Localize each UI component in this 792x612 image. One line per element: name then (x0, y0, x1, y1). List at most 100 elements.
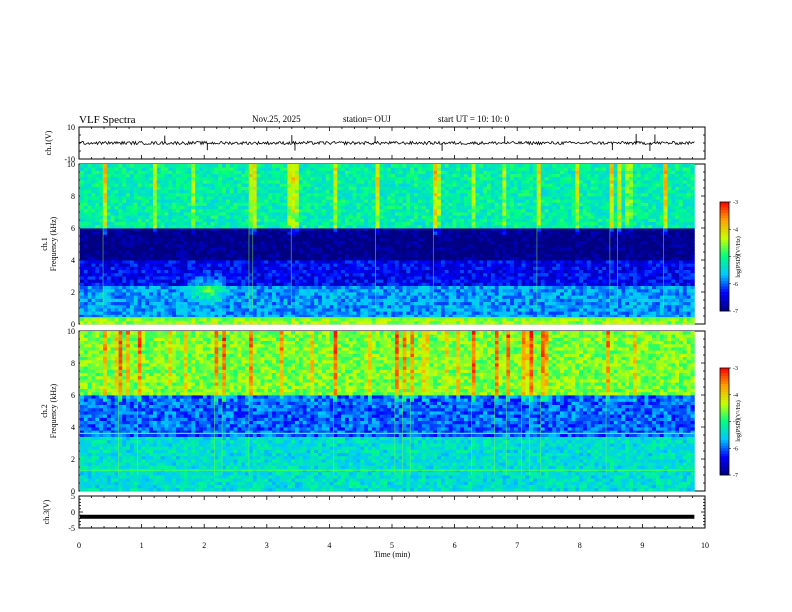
spectrogram-cell (268, 276, 273, 280)
spectrogram-cell (571, 234, 576, 238)
spectrogram-cell (271, 240, 277, 245)
spectrogram-cell (360, 260, 365, 264)
spectrogram-cell (183, 282, 188, 286)
spectrogram-cell (279, 282, 284, 286)
spectrogram-cell (613, 253, 618, 258)
spectrogram-cell (456, 308, 461, 312)
spectrogram-cell (467, 250, 473, 254)
spectrogram-cell (172, 317, 177, 322)
spectrogram-cell (425, 276, 430, 280)
spectrogram-cell (318, 282, 323, 286)
spectrogram-cell (533, 263, 538, 267)
spectrogram-cell (91, 304, 96, 309)
spectrogram-cell (268, 279, 273, 283)
spectrogram-cell (133, 253, 138, 258)
spectrogram-cell (632, 231, 638, 235)
spectrogram-cell (83, 263, 89, 267)
spectrogram-cell (483, 285, 488, 290)
spectrogram-cell (602, 308, 607, 312)
spectrogram-cell (379, 244, 384, 248)
spectrogram-cell (145, 304, 150, 309)
spectrogram-cell (137, 320, 142, 325)
spectrogram-cell (337, 244, 342, 248)
spectrogram-cell (506, 250, 511, 254)
spectrogram-cell (341, 317, 346, 322)
spectrogram-cell (375, 320, 380, 325)
spectrogram-cell (448, 260, 453, 264)
spectrogram-cell (110, 282, 115, 286)
spectrogram-cell (594, 231, 599, 235)
spectrogram-cell (364, 317, 369, 322)
spectrogram-cell (306, 266, 311, 270)
spectrogram-cell (506, 260, 511, 264)
spectrogram-cell (448, 237, 453, 242)
spectrogram-cell (356, 237, 361, 242)
spectrogram-cell (99, 282, 104, 286)
spectrogram-cell (114, 244, 119, 248)
spectrogram-cell (183, 244, 188, 248)
spectrogram-cell (460, 263, 465, 267)
spectrogram-cell (172, 260, 177, 264)
spectrogram-cell (302, 285, 307, 290)
spectrogram-cell (325, 263, 330, 267)
spectrogram-cell (279, 263, 284, 267)
spectrogram-cell (318, 263, 323, 267)
spectrogram-cell (452, 244, 457, 248)
spectrogram-cell (594, 234, 599, 238)
spectrogram-cell (360, 282, 365, 286)
spectrogram-cell (218, 317, 223, 322)
spectrogram-cell (156, 272, 162, 277)
spectrogram-cell (141, 301, 146, 306)
spectrogram-cell (506, 247, 511, 251)
spectrogram-cell (206, 317, 211, 322)
spectrogram-cell (175, 237, 181, 242)
spectrogram-cell (260, 244, 265, 248)
spectrogram-cell (690, 298, 695, 302)
spectrogram-cell (536, 282, 542, 286)
spectrogram-cell (379, 288, 384, 293)
spectrogram-cell (337, 308, 342, 312)
spectrogram-cell (275, 301, 281, 306)
spectrogram-cell (222, 247, 227, 251)
spectrogram-cell (663, 237, 668, 242)
spectrogram-cell (563, 314, 569, 318)
spectrogram-cell (260, 285, 265, 290)
spectrogram-cell (183, 311, 188, 315)
spectrogram-cell (371, 304, 377, 309)
spectrogram-cell (360, 298, 365, 302)
spectrogram-cell (533, 234, 538, 238)
spectrogram-cell (421, 269, 426, 274)
spectrogram-cell (164, 263, 169, 267)
spectrogram-cell (83, 260, 89, 264)
spectrogram-cell (613, 247, 618, 251)
spectrogram-cell (356, 263, 361, 267)
spectrogram-cell (360, 231, 365, 235)
spectrogram-cell (141, 231, 146, 235)
spectrogram-cell (487, 311, 492, 315)
spectrogram-cell (83, 256, 89, 261)
spectrogram-cell (118, 282, 123, 286)
spectrogram-cell (613, 282, 618, 286)
spectrogram-cell (659, 263, 665, 267)
spectrogram-cell (394, 231, 400, 235)
spectrogram-cell (95, 244, 100, 248)
spectrogram-cell (663, 234, 668, 238)
spectrogram-cell (367, 272, 373, 277)
spectrogram-cell (329, 247, 334, 251)
spectrogram-cell (268, 234, 273, 238)
spectrogram-cell (556, 279, 561, 283)
spectrogram-cell (490, 282, 496, 286)
spectrogram-cell (149, 240, 154, 245)
spectrogram-cell (379, 250, 384, 254)
spectrogram-cell (298, 317, 304, 322)
spectrogram-cell (667, 234, 672, 238)
spectrogram-cell (636, 292, 641, 296)
spectrogram-cell (667, 308, 672, 312)
spectrogram-cell (129, 234, 135, 238)
spectrogram-cell (529, 285, 534, 290)
spectrogram-cell (452, 317, 457, 322)
spectrogram-cell (191, 247, 196, 251)
spectrogram-cell (383, 304, 388, 309)
spectrogram-cell (575, 253, 580, 258)
spectrogram-cell (229, 231, 234, 235)
